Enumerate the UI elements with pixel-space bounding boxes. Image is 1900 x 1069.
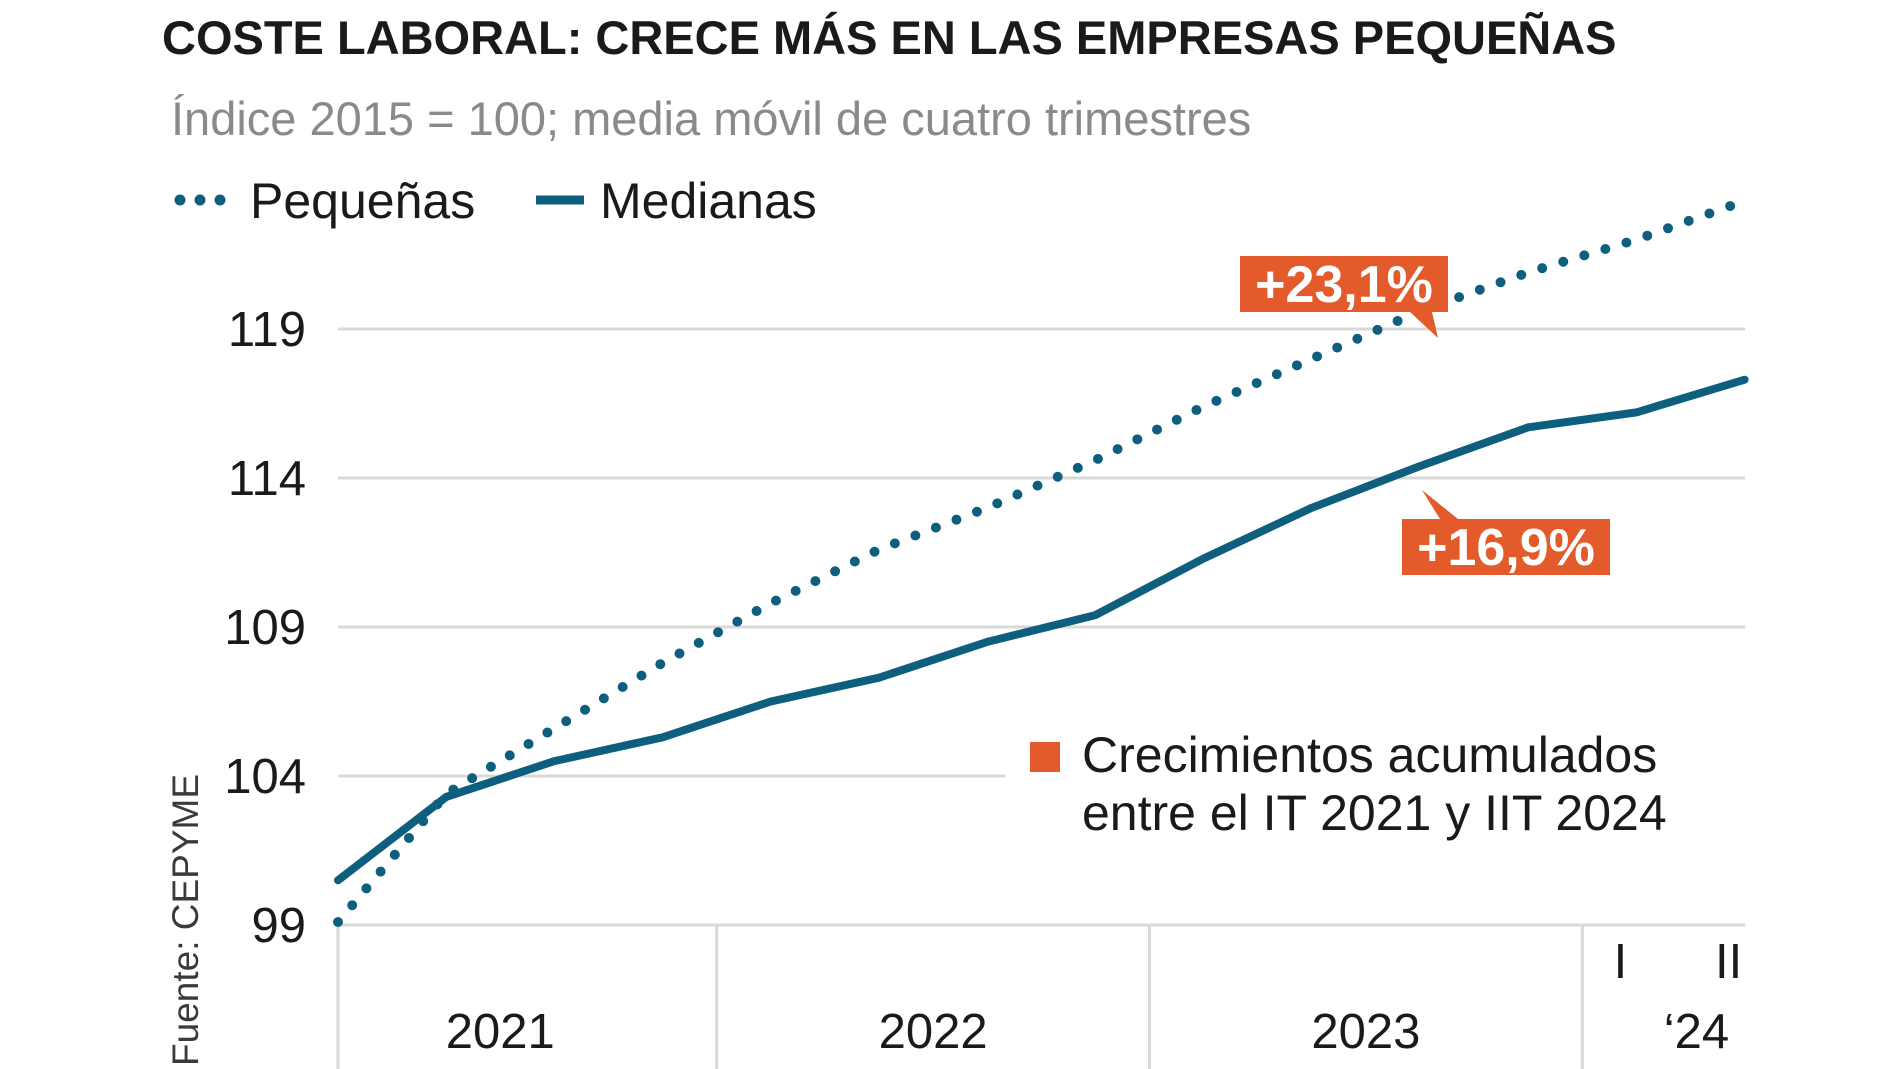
y-axis: 99 104 109 114 119 xyxy=(224,303,306,953)
y-tick-label-119: 119 xyxy=(228,303,306,357)
chart-subtitle: Índice 2015 = 100; media móvil de cuatro… xyxy=(171,92,1251,145)
note-swatch xyxy=(1030,742,1060,772)
note-backdrop xyxy=(1005,720,1750,870)
y-tick-label-114: 114 xyxy=(228,452,306,506)
legend-dotted-swatch xyxy=(174,194,226,206)
note-line-2: entre el IT 2021 y IIT 2024 xyxy=(1082,785,1667,841)
series-line-pequenas xyxy=(333,195,1750,927)
note: Crecimientos acumulados entre el IT 2021… xyxy=(1030,727,1667,841)
annotation-label-medianas: +16,9% xyxy=(1417,519,1595,577)
x-axis: 2021 2022 2023 ‘24I II xyxy=(336,923,1745,1069)
annotation-pequenas: +23,1% xyxy=(1240,256,1448,338)
source-note: Fuente: CEPYME xyxy=(165,774,206,1066)
x-quarter-label-II: II xyxy=(1715,935,1742,989)
legend-label-medianas: Medianas xyxy=(600,173,817,229)
y-tick-label-104: 104 xyxy=(224,750,306,804)
chart-title: COSTE LABORAL: CRECE MÁS EN LAS EMPRESAS… xyxy=(162,11,1617,64)
series-line-medianas xyxy=(334,375,1749,885)
note-line-1: Crecimientos acumulados xyxy=(1082,727,1657,783)
y-tick-label-109: 109 xyxy=(224,601,306,655)
legend-label-pequenas: Pequeñas xyxy=(250,173,475,229)
annotations: +23,1% +16,9% xyxy=(1240,256,1610,577)
x-year-label-3: ‘24 xyxy=(1664,1005,1729,1059)
annotation-box-pequenas xyxy=(1240,256,1448,312)
legend: Pequeñas Medianas xyxy=(174,173,817,229)
annotation-pointer-pequenas xyxy=(1410,312,1438,338)
annotation-box-medianas xyxy=(1402,519,1610,575)
annotation-pointer-medianas xyxy=(1422,490,1458,519)
x-year-label-0: 2021 xyxy=(446,1005,555,1059)
annotation-label-pequenas: +23,1% xyxy=(1255,256,1433,314)
y-tick-label-99: 99 xyxy=(251,899,306,953)
annotation-medianas: +16,9% xyxy=(1402,490,1610,577)
series-layer xyxy=(333,195,1750,927)
x-year-label-2: 2023 xyxy=(1311,1005,1420,1059)
x-year-label-1: 2022 xyxy=(879,1005,988,1059)
x-quarter-label-I: I xyxy=(1614,935,1628,989)
